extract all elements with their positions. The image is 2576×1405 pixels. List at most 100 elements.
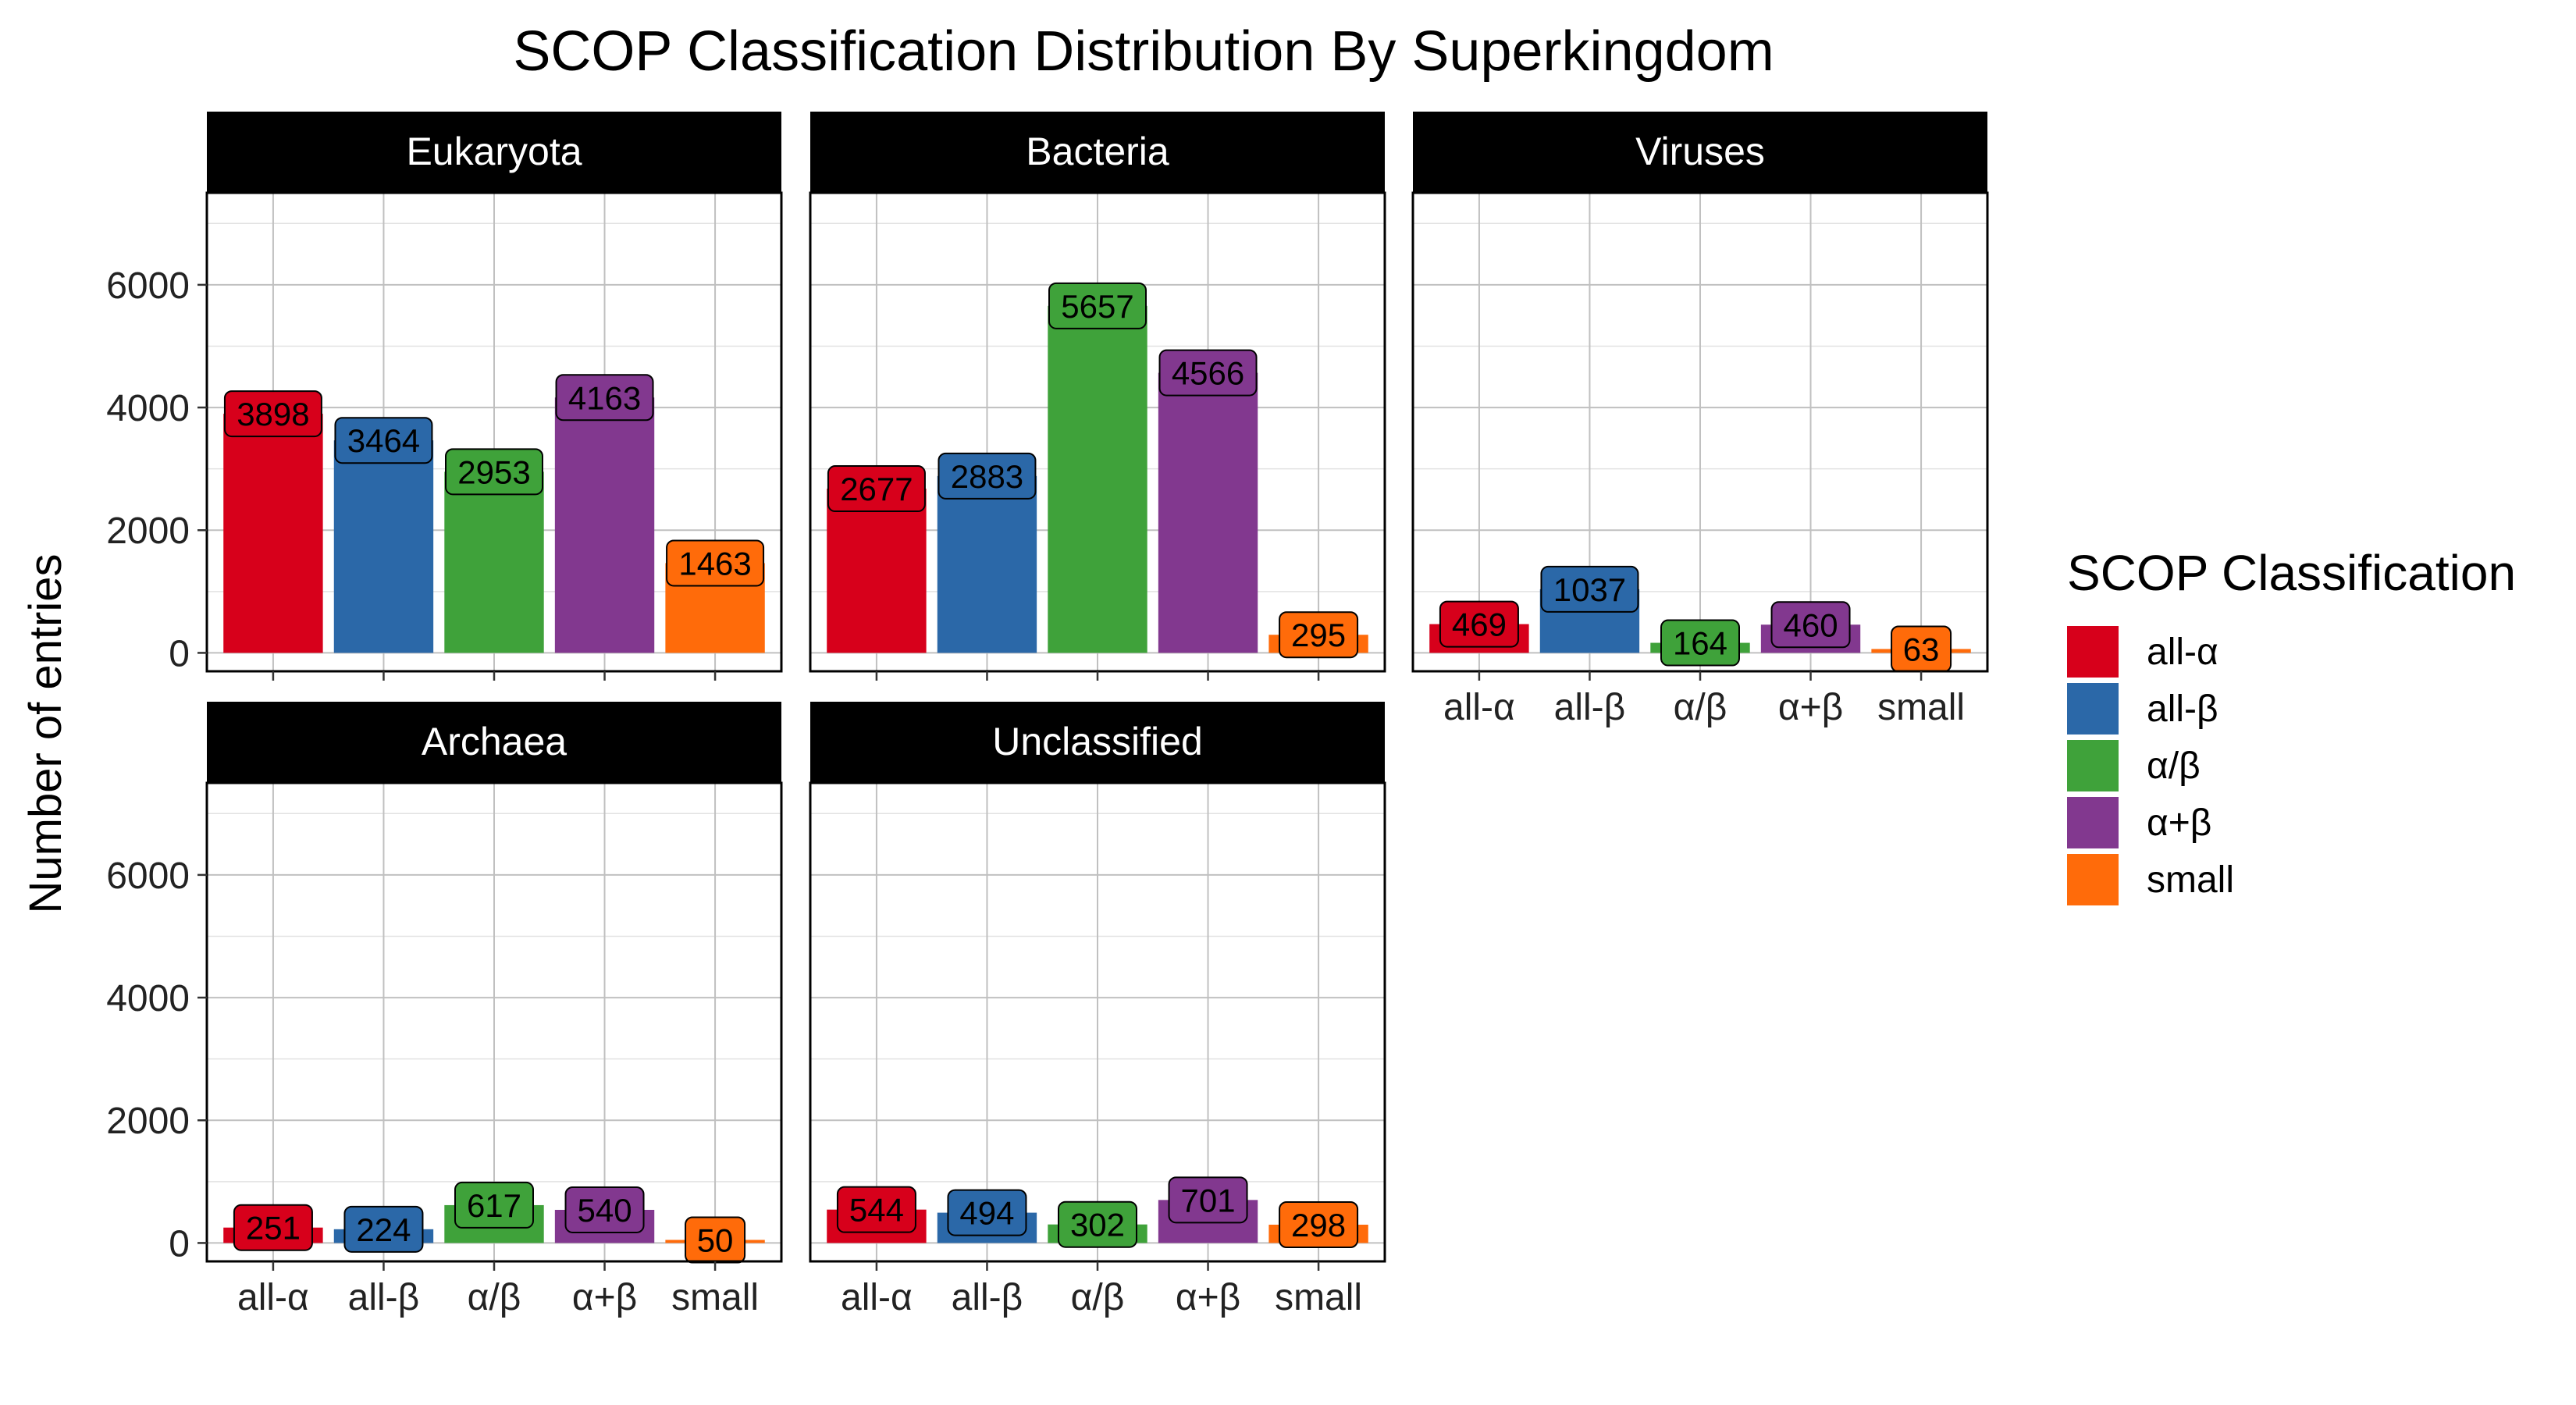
bar-bacteria-all-beta [937,475,1037,653]
data-label-box [445,448,543,496]
x-tick-label: all-β [952,1277,1023,1318]
data-label-text: 295 [1291,617,1346,653]
bar-bacteria-all-alpha [827,489,927,653]
x-tick-label: α+β [572,1277,637,1318]
legend-swatch [2067,626,2119,678]
data-label-viruses-all-alpha: 469 [1439,600,1519,648]
data-label-box [836,1186,916,1233]
facet-strip-viruses [1413,112,1987,193]
x-tick-label: small [1877,687,1965,728]
facet-eukaryota: Eukaryota 3898 3464 2953 4163 1463 0 2000 4000 60… [106,112,783,681]
data-label-viruses-alpha-slash-beta: 164 [1660,619,1740,667]
data-label-text: 224 [356,1211,411,1248]
legend-swatch [2067,683,2119,735]
bar-eukaryota-all-beta [333,440,434,653]
bar-bacteria-alpha-slash-beta [1048,305,1147,653]
legend-label: α/β [2147,745,2201,787]
x-axis-unclassified: all-α all-β α/β α+β small [841,1261,1362,1318]
data-label-box [947,1189,1027,1236]
x-axis-bacteria [875,671,1320,681]
bar-eukaryota-alpha-plus-beta [554,397,655,653]
x-tick-label: α+β [1778,687,1843,728]
x-tick-label: all-α [1443,687,1515,728]
y-axis-title: Number of entries [20,554,71,914]
facet-bacteria: Bacteria 2677 2883 5657 4566 295 [809,112,1386,681]
data-label-box [343,1205,424,1253]
data-label-archaea-alpha-slash-beta: 617 [454,1181,534,1229]
data-label-text: 3464 [347,422,420,459]
data-label-box [827,465,926,513]
data-label-box [1279,1201,1359,1249]
data-label-text: 4566 [1172,355,1244,392]
data-label-box [666,539,765,587]
x-tick-label: all-β [348,1277,420,1318]
data-label-bacteria-all-beta: 2883 [938,452,1037,500]
legend-swatch [2067,797,2119,848]
facet-title-archaea: Archaea [422,720,567,763]
legend-swatch [2067,854,2119,905]
data-label-unclassified-alpha-slash-beta: 302 [1058,1200,1137,1248]
data-label-viruses-all-beta: 1037 [1540,565,1639,613]
data-label-viruses-small: 63 [1891,625,1952,673]
legend-item-all-beta: all-β [2067,683,2218,735]
y-tick-label: 4000 [106,388,190,429]
data-label-box [1439,600,1519,648]
bar-eukaryota-alpha-slash-beta [444,471,544,653]
data-label-box [454,1181,534,1229]
legend-item-alpha-slash-beta: α/β [2067,740,2201,791]
x-tick-label: α/β [1674,687,1727,728]
data-label-archaea-all-alpha: 251 [233,1204,313,1251]
data-label-box [1540,565,1639,613]
data-label-text: 701 [1180,1182,1235,1218]
facet-strip-eukaryota [207,112,781,193]
y-tick-label: 2000 [106,1101,190,1142]
x-axis-eukaryota [272,671,717,681]
data-label-text: 2883 [951,458,1023,495]
legend-label: small [2147,859,2234,901]
legend-item-small: small [2067,854,2234,905]
data-label-box [1048,282,1147,329]
data-label-text: 3898 [237,396,309,432]
x-tick-label: all-α [841,1277,913,1318]
data-label-box [334,417,433,464]
data-label-eukaryota-all-alpha: 3898 [223,390,322,438]
data-label-unclassified-small: 298 [1279,1201,1359,1249]
x-axis-archaea: all-α all-β α/β α+β small [237,1261,759,1318]
x-tick-label: all-α [237,1277,309,1318]
data-label-text: 469 [1452,606,1507,643]
data-label-box [1770,601,1851,649]
legend-item-all-alpha: all-α [2067,626,2218,678]
facet-title-eukaryota: Eukaryota [406,130,582,173]
data-label-text: 251 [246,1210,301,1247]
chart-title: SCOP Classification Distribution By Supe… [513,20,1774,83]
bar-bacteria-alpha-plus-beta [1158,372,1258,653]
data-label-text: 460 [1783,606,1838,643]
legend-label: all-β [2147,688,2218,730]
data-label-archaea-all-beta: 224 [343,1205,424,1253]
x-axis-viruses: all-α all-β α/β α+β small [1443,671,1965,728]
data-label-text: 540 [577,1192,632,1229]
y-tick-label: 2000 [106,510,190,552]
legend-item-alpha-plus-beta: α+β [2067,797,2211,848]
data-label-bacteria-all-alpha: 2677 [827,465,926,513]
data-label-text: 2953 [457,454,530,490]
facet-unclassified: Unclassified 544 494 302 701 298 all-α all-β α/β… [809,702,1386,1318]
data-label-box [555,374,654,422]
data-label-box [1058,1200,1137,1248]
data-label-eukaryota-alpha-slash-beta: 2953 [445,448,543,496]
legend-label: α+β [2147,802,2211,844]
data-label-eukaryota-small: 1463 [666,539,765,587]
data-label-box [1660,619,1740,667]
data-label-box [223,390,322,438]
data-label-archaea-small: 50 [685,1216,746,1264]
facet-title-viruses: Viruses [1635,130,1765,173]
facet-strip-bacteria [810,112,1385,193]
data-label-unclassified-all-beta: 494 [947,1189,1027,1236]
y-tick-label: 6000 [106,855,190,897]
data-label-text: 1463 [678,545,751,582]
data-label-unclassified-all-alpha: 544 [836,1186,916,1233]
facet-title-bacteria: Bacteria [1026,130,1169,173]
data-label-text: 164 [1673,625,1727,662]
legend-label: all-α [2147,631,2218,673]
